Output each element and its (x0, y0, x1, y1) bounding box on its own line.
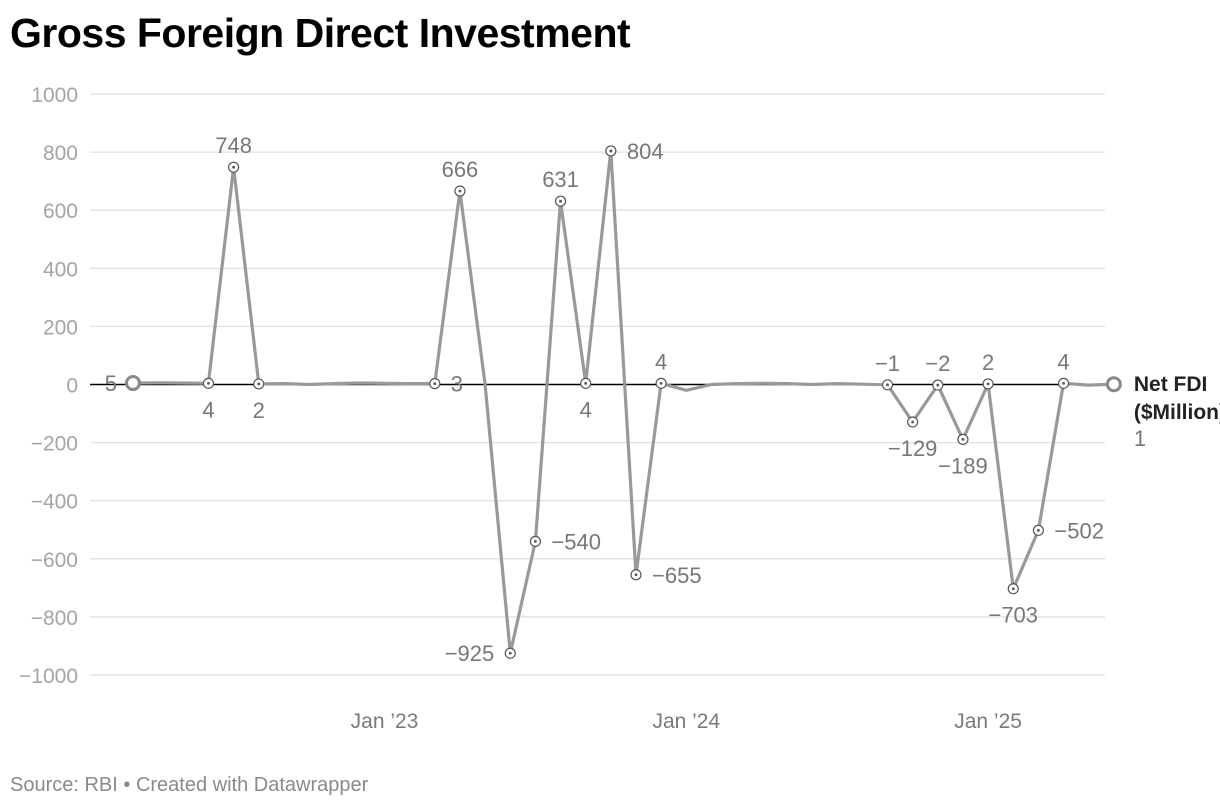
data-label: 666 (442, 157, 479, 182)
data-label: −2 (925, 351, 950, 376)
point-marker-dot (458, 189, 462, 193)
data-label: −189 (938, 453, 988, 478)
y-tick-label: 1000 (31, 84, 78, 107)
endpoint-marker (125, 375, 141, 392)
y-tick-label: 800 (43, 142, 78, 165)
point-marker-dot (911, 420, 915, 424)
point-marker-dot (534, 539, 537, 543)
data-label: −502 (1054, 518, 1104, 543)
point-marker-dot (559, 199, 562, 203)
endpoint-marker (1105, 376, 1122, 393)
y-tick-label: 400 (43, 258, 78, 281)
point-markers (125, 145, 1122, 659)
data-label: −1 (875, 351, 900, 376)
data-label: −655 (652, 563, 702, 588)
data-label: 804 (627, 139, 664, 164)
x-tick-label: Jan ’23 (351, 710, 419, 733)
x-axis-tick-labels: Jan ’23 Jan ’24 Jan ’25 (351, 710, 1022, 733)
data-label: −129 (888, 436, 938, 461)
data-label: 631 (542, 167, 579, 192)
data-label: 5 (105, 371, 117, 396)
series-line-path (131, 149, 1116, 655)
source-note: Source: RBI • Created with Datawrapper (10, 774, 369, 796)
data-label: 2 (982, 350, 994, 375)
point-marker-dot (508, 651, 512, 655)
x-tick-label: Jan ’24 (652, 710, 720, 733)
series-name-label: ($Million) (1134, 401, 1220, 424)
chart-title: Gross Foreign Direct Investment (10, 10, 631, 56)
point-marker-dot (433, 382, 437, 386)
y-tick-label: −200 (31, 433, 78, 456)
y-tick-label: 600 (43, 200, 78, 223)
y-tick-label: −1000 (19, 665, 78, 688)
y-tick-label: −400 (31, 491, 78, 514)
point-marker-dot (1062, 381, 1065, 385)
point-marker-dot (257, 382, 261, 386)
y-axis-tick-labels: 1000 800 600 400 200 0 −200 −400 −600 −800 −1000 (19, 84, 78, 688)
data-label: −703 (988, 603, 1038, 628)
data-label: −540 (551, 529, 601, 554)
y-tick-label: 0 (66, 375, 78, 398)
data-label: 4 (655, 349, 667, 374)
point-marker-dot (232, 165, 236, 169)
point-marker-dot (609, 149, 613, 153)
data-label: 2 (253, 398, 265, 423)
point-marker-dot (986, 382, 990, 386)
data-label: 3 (451, 372, 463, 397)
data-label: 748 (215, 133, 252, 158)
line-chart: 1000 800 600 400 200 0 −200 −400 −600 −800 −1000 J… (19, 84, 1220, 733)
point-marker-dot (634, 573, 638, 577)
x-tick-label: Jan ’25 (954, 710, 1022, 733)
data-label: −925 (445, 641, 495, 666)
data-label: 4 (580, 397, 592, 422)
y-tick-label: −800 (31, 607, 78, 630)
data-label: 4 (202, 397, 214, 422)
y-tick-label: −600 (31, 549, 78, 572)
y-tick-label: 200 (43, 316, 78, 339)
point-marker-dot (659, 381, 663, 385)
point-marker-dot (207, 381, 210, 385)
point-marker-dot (936, 383, 940, 387)
data-label: 4 (1057, 349, 1069, 374)
point-marker-dot (961, 438, 965, 441)
series-label: Net FDI ($Million)1 (1134, 373, 1220, 451)
series-line (131, 149, 1116, 655)
point-marker-dot (1011, 587, 1015, 591)
point-marker-dot (584, 381, 588, 385)
series-last-value-label: 1 (1134, 426, 1146, 451)
data-labels: 5 4 748 2 3 666 −925 −540 631 4 804 −655 4 −1 −129 −2 −1… (105, 133, 1104, 666)
point-marker-dot (886, 383, 889, 387)
series-name-label: Net FDI (1134, 373, 1208, 396)
gridlines (90, 93, 1105, 676)
point-marker-dot (1037, 528, 1040, 532)
